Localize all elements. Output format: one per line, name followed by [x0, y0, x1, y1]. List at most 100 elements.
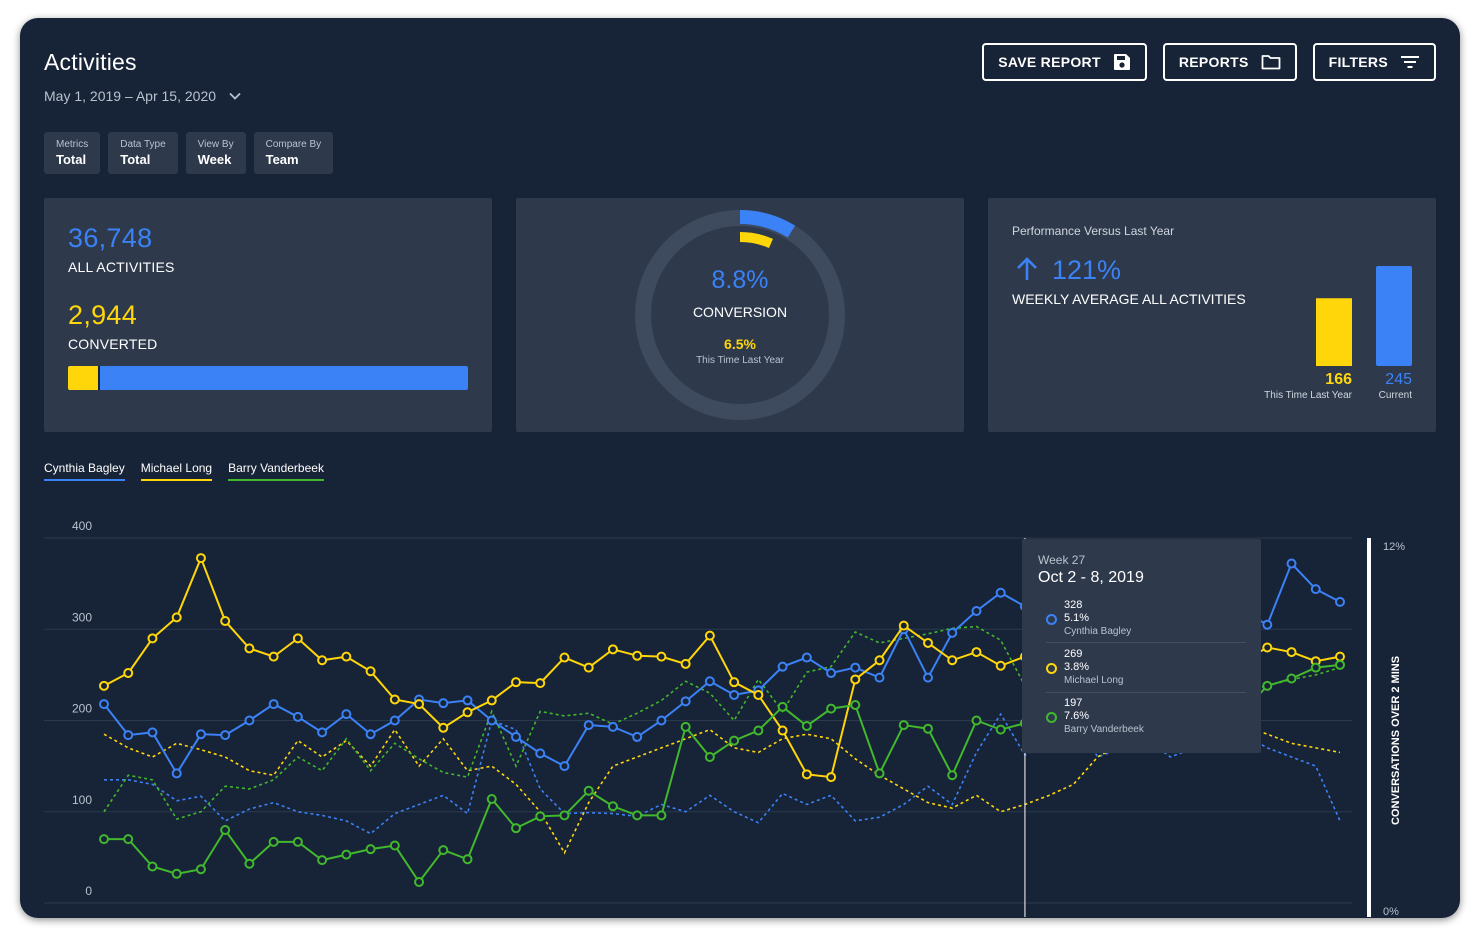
performance-label: WEEKLY AVERAGE ALL ACTIVITIES — [1012, 291, 1246, 307]
converted-label: CONVERTED — [68, 336, 158, 352]
data-point — [511, 823, 521, 834]
data-point — [559, 761, 570, 772]
reports-button[interactable]: REPORTS — [1162, 43, 1297, 81]
data-point — [898, 620, 909, 631]
save-report-button[interactable]: SAVE REPORT — [982, 43, 1147, 81]
chip-value: Total — [120, 152, 151, 167]
data-point — [923, 637, 933, 648]
data-point — [680, 658, 691, 669]
data-point — [874, 672, 885, 683]
data-point — [1310, 662, 1321, 673]
tooltip-row: 197 7.6% Barry Vanderbeek — [1046, 697, 1246, 745]
data-point — [292, 836, 303, 847]
filters-label: FILTERS — [1328, 54, 1388, 70]
data-point — [729, 735, 740, 746]
data-point — [438, 698, 449, 709]
data-point — [341, 849, 352, 860]
data-point — [268, 836, 279, 847]
chip-value: Week — [197, 152, 232, 167]
data-point — [535, 678, 546, 689]
data-point — [268, 699, 279, 710]
date-range-picker[interactable]: May 1, 2019 – Apr 15, 2020 — [44, 88, 242, 104]
data-point — [511, 677, 521, 688]
data-point — [826, 703, 837, 714]
data-point — [195, 864, 206, 875]
data-point — [583, 785, 594, 796]
data-point — [947, 770, 958, 781]
folder-icon — [1261, 55, 1280, 70]
data-point — [389, 840, 400, 851]
legend-item-michael-long[interactable]: Michael Long — [140, 461, 213, 481]
data-point — [438, 845, 449, 856]
date-range-label: May 1, 2019 – Apr 15, 2020 — [44, 88, 217, 104]
data-point — [753, 689, 764, 700]
legend-item-cynthia-bagley[interactable]: Cynthia Bagley — [44, 461, 125, 481]
data-point — [292, 633, 303, 644]
bar-last-year-value: 166 — [1325, 371, 1352, 388]
data-point — [704, 630, 715, 641]
converted-value: 2,944 — [68, 300, 138, 330]
data-point — [414, 877, 425, 888]
chevron-down-icon — [228, 89, 242, 103]
data-point — [656, 651, 667, 662]
chart-tooltip: Week 27 Oct 2 - 8, 2019 328 5.1% Cynthia… — [1022, 539, 1261, 753]
y-tick-label: 200 — [72, 702, 92, 716]
report-settings: Metrics Total Data Type Total View By We… — [44, 132, 334, 174]
data-point — [292, 711, 303, 722]
filters-button[interactable]: FILTERS — [1312, 43, 1436, 81]
data-point — [317, 727, 328, 738]
data-point — [195, 553, 206, 564]
data-point — [486, 715, 497, 726]
data-point — [220, 825, 231, 835]
bar-current-label: Current — [1378, 390, 1412, 401]
data-point — [801, 652, 812, 663]
data-point — [947, 627, 958, 638]
data-point — [99, 680, 109, 691]
all-activities-value: 36,748 — [68, 223, 153, 253]
data-point — [1335, 659, 1345, 670]
y-tick-label: 0 — [85, 884, 92, 898]
data-point — [365, 666, 376, 677]
data-point — [826, 772, 837, 783]
data-point — [559, 810, 570, 821]
gauge-last-year-arc — [739, 232, 773, 249]
data-point — [486, 695, 497, 706]
chip-metrics[interactable]: Metrics Total — [44, 132, 101, 174]
data-point — [1286, 558, 1297, 569]
data-point — [317, 855, 328, 866]
data-point — [244, 715, 255, 726]
data-point — [753, 725, 764, 736]
tooltip-percent: 3.8% — [1064, 661, 1090, 673]
data-point — [777, 661, 788, 672]
y2-tick-label: 12% — [1383, 541, 1405, 553]
chip-compare-by[interactable]: Compare By Team — [253, 132, 334, 174]
chip-view-by[interactable]: View By Week — [185, 132, 246, 174]
data-point — [947, 655, 958, 666]
activities-summary-card: 36,748 ALL ACTIVITIES 2,944 CONVERTED — [44, 198, 492, 432]
data-point — [123, 730, 134, 741]
data-point — [341, 709, 352, 720]
chip-value: Team — [265, 152, 299, 167]
data-point — [607, 721, 618, 732]
chip-key: Metrics — [56, 139, 89, 150]
y-tick-label: 400 — [72, 519, 92, 533]
performance-value: 121% — [1052, 255, 1122, 285]
data-point — [559, 652, 570, 663]
legend-item-barry-vanderbeek[interactable]: Barry Vanderbeek — [228, 461, 324, 481]
dashed-series-line — [103, 625, 1341, 820]
tooltip-row: 269 3.8% Michael Long — [1046, 648, 1246, 696]
tooltip-name: Cynthia Bagley — [1064, 626, 1132, 637]
data-point — [995, 660, 1006, 671]
divider — [1046, 692, 1246, 693]
performance-bars — [1316, 266, 1412, 366]
y-tick-label: 300 — [72, 610, 92, 624]
data-point — [632, 810, 643, 821]
data-point — [898, 720, 909, 731]
data-point — [850, 699, 861, 710]
chip-data-type[interactable]: Data Type Total — [108, 132, 178, 174]
data-point — [995, 724, 1006, 735]
data-point — [632, 731, 643, 742]
data-point — [389, 715, 400, 726]
data-point — [123, 668, 134, 679]
data-point — [656, 810, 667, 821]
